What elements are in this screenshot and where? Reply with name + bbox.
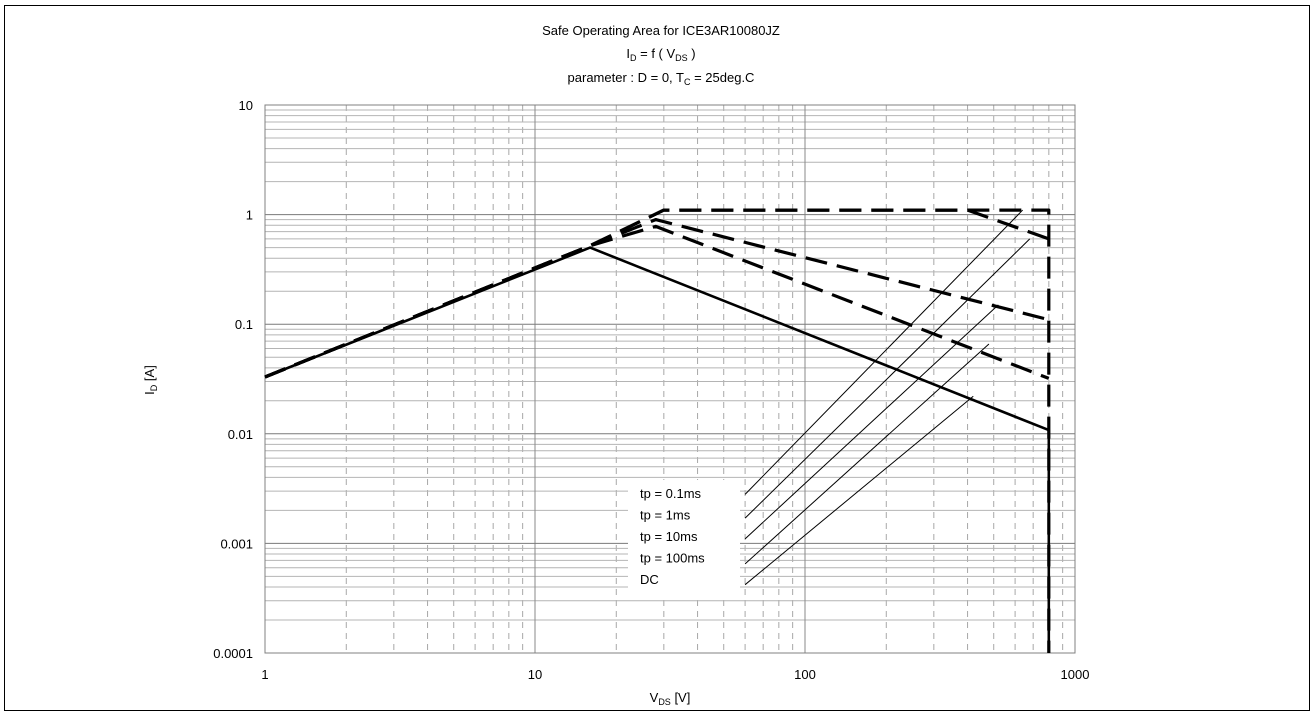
x-axis-label: VDS [V]: [650, 690, 691, 707]
y-tick-label: 1: [246, 208, 253, 223]
chart-frame: [4, 5, 1310, 711]
legend-entry: tp = 10ms: [640, 529, 698, 544]
legend-entry: tp = 1ms: [640, 508, 691, 523]
legend-leader-line: [744, 304, 999, 540]
series-line: [264, 224, 1050, 380]
x-tick-label: 1: [261, 667, 268, 682]
series-line: [264, 218, 1050, 379]
legend-leader-line: [744, 343, 990, 565]
legend: tp = 0.1ms tp = 1ms tp = 10ms tp = 100ms DC: [628, 480, 740, 598]
series-lines: [264, 208, 1051, 653]
legend-entry: DC: [640, 572, 659, 587]
legend-leader-lines: [744, 209, 1031, 586]
x-tick-labels: 1 10 100 1000: [261, 667, 1089, 682]
x-tick-label: 10: [528, 667, 542, 682]
legend-entry: tp = 0.1ms: [640, 486, 702, 501]
chart-subtitle-1: ID = f ( VDS ): [626, 46, 695, 63]
y-tick-label: 0.001: [220, 536, 253, 551]
y-tick-label: 10: [239, 98, 253, 113]
legend-leader-line: [744, 238, 1031, 519]
series-line: [264, 246, 1051, 653]
series-line: [264, 208, 1050, 379]
y-axis-label: ID [A]: [142, 365, 159, 395]
chart-subtitle-2: parameter : D = 0, TC = 25deg.C: [568, 70, 755, 87]
y-tick-label: 0.01: [228, 427, 253, 442]
y-tick-label: 0.1: [235, 317, 253, 332]
legend-box: [628, 480, 740, 598]
legend-leader-line: [744, 209, 1024, 495]
x-tick-label: 1000: [1061, 667, 1090, 682]
y-tick-label: 0.0001: [213, 646, 253, 661]
chart-title: Safe Operating Area for ICE3AR10080JZ: [542, 23, 780, 38]
plot-area: [264, 104, 1076, 654]
y-tick-labels: 10 1 0.1 0.01 0.001 0.0001: [213, 98, 253, 661]
legend-leader-line: [744, 395, 974, 586]
legend-entry: tp = 100ms: [640, 551, 705, 566]
x-tick-label: 100: [794, 667, 816, 682]
